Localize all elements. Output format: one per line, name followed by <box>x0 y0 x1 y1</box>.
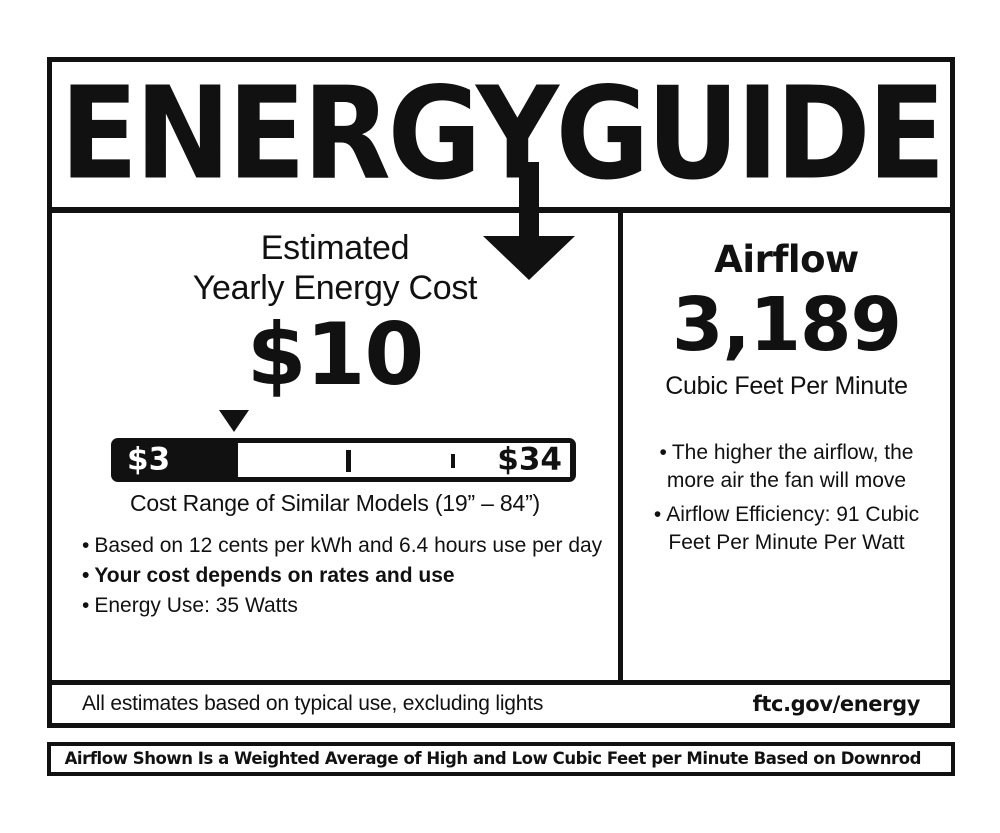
bullet-icon: • <box>82 534 90 558</box>
list-item-line2: Feet Per Minute Per Watt <box>668 531 905 555</box>
estimated-cost-panel: Estimated Yearly Energy Cost $10 $3 $34 … <box>52 213 618 680</box>
list-item-label: Your cost depends on rates and use <box>94 563 455 587</box>
airflow-panel: Airflow 3,189 Cubic Feet Per Minute • The… <box>623 213 950 680</box>
airflow-disclaimer-box: Airflow Shown Is a Weighted Average of H… <box>47 742 955 776</box>
range-low-label: $3 <box>127 441 171 478</box>
estimate-heading-line1: Estimated <box>260 229 410 267</box>
yearly-cost-value: $10 <box>246 305 425 406</box>
range-tick-minor <box>451 454 455 469</box>
page-title: ENERGYGUIDE <box>59 62 946 207</box>
bullet-icon: • <box>659 441 667 464</box>
cost-assumptions-list: • Based on 12 cents per kWh and 6.4 hours… <box>52 531 618 620</box>
list-item: • Airflow Efficiency: 91 Cubic Feet Per M… <box>623 501 950 558</box>
airflow-heading: Airflow <box>714 238 859 281</box>
footer-note: All estimates based on typical use, excl… <box>82 692 544 715</box>
list-item-label: Based on 12 cents per kWh and 6.4 hours … <box>94 534 603 558</box>
bullet-icon: • <box>82 563 90 587</box>
list-item-line1: • Airflow Efficiency: 91 Cubic <box>623 501 950 529</box>
cost-range-bar: $3 $34 <box>111 438 576 483</box>
estimate-heading-line2: Yearly Energy Cost <box>192 269 478 308</box>
airflow-notes-list: • The higher the airflow, the more air th… <box>623 439 950 557</box>
range-high-label: $34 <box>497 441 562 478</box>
airflow-units-label: Cubic Feet Per Minute <box>665 372 908 400</box>
airflow-disclaimer-text: Airflow Shown Is a Weighted Average of H… <box>64 749 922 769</box>
cost-range-inner-track: $34 <box>238 441 570 478</box>
list-item: • The higher the airflow, the more air th… <box>623 439 950 496</box>
cost-range-caption: Cost Range of Similar Models (19” – 84”) <box>130 490 540 517</box>
list-item-line1: • The higher the airflow, the <box>623 439 950 467</box>
label-main-frame: ENERGYGUIDE Estimated Yearly Energy Cost… <box>47 57 955 728</box>
airflow-value: 3,189 <box>671 282 902 368</box>
label-title-band: ENERGYGUIDE <box>52 62 950 207</box>
list-item: • Your cost depends on rates and use <box>82 561 618 591</box>
range-marker-triangle-icon <box>219 410 249 433</box>
list-item-label: Energy Use: 35 Watts <box>94 593 298 617</box>
panel-divider <box>618 213 623 680</box>
list-item: • Energy Use: 35 Watts <box>82 591 618 621</box>
list-item-label: Airflow Efficiency: 91 Cubic <box>666 502 920 526</box>
range-tick-major <box>346 450 351 473</box>
footer-divider <box>52 680 950 685</box>
bullet-icon: • <box>653 502 662 526</box>
list-item: • Based on 12 cents per kWh and 6.4 hours… <box>82 531 618 561</box>
label-footer: All estimates based on typical use, excl… <box>52 685 950 723</box>
cost-range-bar-group: $3 $34 <box>52 410 618 488</box>
list-item-line2: more air the fan will move <box>666 469 907 493</box>
bullet-icon: • <box>82 593 90 617</box>
list-item-label: The higher the airflow, the <box>671 441 914 464</box>
ftc-energy-url: ftc.gov/energy <box>752 692 921 716</box>
